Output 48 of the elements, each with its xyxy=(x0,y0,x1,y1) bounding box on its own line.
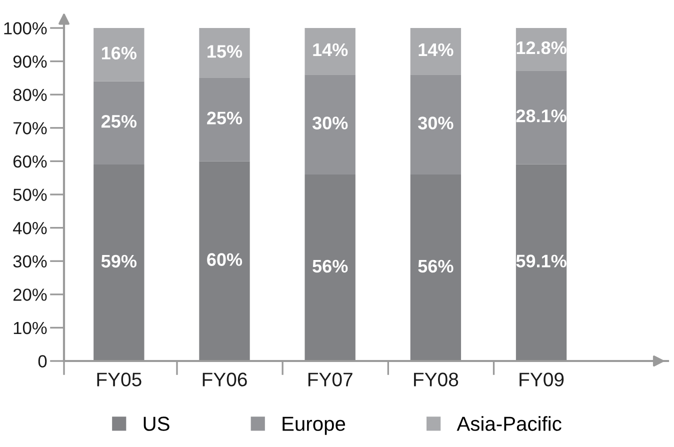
data-label: 56% xyxy=(418,260,454,273)
bar xyxy=(94,164,144,361)
bar xyxy=(410,174,462,361)
bar xyxy=(199,28,250,78)
y-tick-label: 90% xyxy=(13,55,47,68)
data-label: 28.1% xyxy=(516,109,566,122)
x-tick-label: FY07 xyxy=(308,372,352,386)
y-tick-label: 70% xyxy=(13,122,47,134)
bar xyxy=(516,70,567,164)
y-tick-label: 100% xyxy=(4,22,47,34)
bar xyxy=(304,28,356,75)
y-tick-label: 10% xyxy=(14,322,47,334)
data-label: 25% xyxy=(101,114,137,128)
y-tick-label: 30% xyxy=(13,255,47,268)
data-label: 25% xyxy=(207,112,242,124)
bar xyxy=(410,74,462,175)
data-label: 12.8% xyxy=(516,41,566,54)
y-tick-label: 50% xyxy=(13,188,47,201)
data-label: 30% xyxy=(418,116,454,130)
y-tick-label: 0 xyxy=(38,355,47,368)
bar xyxy=(410,28,462,75)
bar xyxy=(94,28,144,82)
y-tick-label: 80% xyxy=(13,88,47,102)
legend-label: Europe xyxy=(282,416,346,435)
x-tick-label: FY05 xyxy=(97,372,142,386)
data-label: 59.1% xyxy=(516,254,566,268)
data-label: 56% xyxy=(312,260,348,273)
x-tick-label: FY09 xyxy=(520,372,564,386)
legend-label: US xyxy=(144,416,170,431)
legend-label: Asia-Pacific xyxy=(456,416,562,431)
data-label: 14% xyxy=(313,43,348,56)
bar xyxy=(199,161,250,361)
data-label: 16% xyxy=(102,46,137,60)
data-label: 59% xyxy=(101,254,137,268)
data-label: 60% xyxy=(207,253,242,266)
y-tick-label: 60% xyxy=(13,155,47,168)
bar xyxy=(94,81,144,165)
x-tick-label: FY08 xyxy=(414,372,458,386)
data-label: 30% xyxy=(312,116,348,130)
data-label: 14% xyxy=(418,43,454,56)
data-label: 15% xyxy=(208,45,242,58)
bar xyxy=(516,164,567,361)
bar xyxy=(199,78,250,162)
x-tick-label: FY06 xyxy=(202,372,247,386)
y-tick-label: 40% xyxy=(12,222,47,234)
bar xyxy=(304,74,356,175)
y-tick-label: 20% xyxy=(13,288,47,301)
bar xyxy=(304,174,356,361)
